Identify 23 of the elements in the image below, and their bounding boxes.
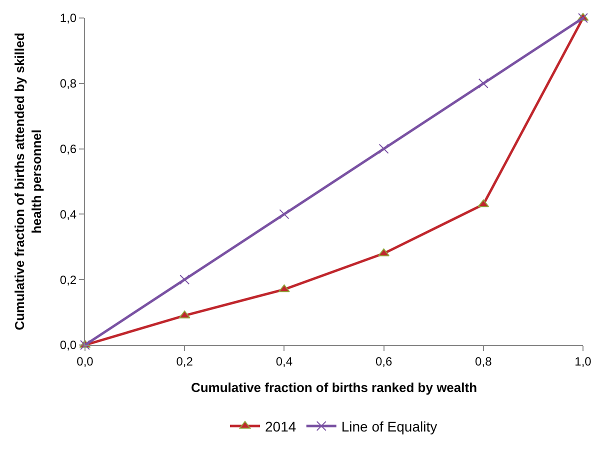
legend-label: Line of Equality — [341, 418, 438, 434]
y-tick-label: 0,2 — [60, 272, 77, 287]
x-axis-title: Cumulative fraction of births ranked by wealth — [190, 380, 478, 395]
point — [378, 144, 389, 154]
y-tick-label: 1,0 — [60, 11, 77, 26]
point — [278, 284, 290, 292]
y-tick-label: 0,6 — [60, 142, 77, 156]
point — [378, 248, 390, 256]
x-tick-label: 0,6 — [375, 354, 392, 368]
x-tick-label: 0,4 — [276, 354, 293, 368]
point — [478, 199, 490, 208]
point — [180, 274, 190, 285]
y-axis-title: Cumulative fraction of births attended by skilled health personnel — [12, 32, 44, 330]
x-tick-label: 0,8 — [475, 354, 492, 368]
y-tick-label: 0,0 — [60, 338, 77, 352]
legend-label: 2014 — [265, 418, 296, 434]
point — [478, 78, 488, 88]
x-tick-label: 1,0 — [574, 354, 592, 368]
point — [279, 209, 290, 220]
x-tick-label: 0,0 — [76, 354, 94, 368]
y-tick-label: 0,4 — [60, 207, 77, 222]
x-tick-label: 0,2 — [176, 354, 194, 368]
y-tick-label: 0,8 — [60, 76, 77, 91]
